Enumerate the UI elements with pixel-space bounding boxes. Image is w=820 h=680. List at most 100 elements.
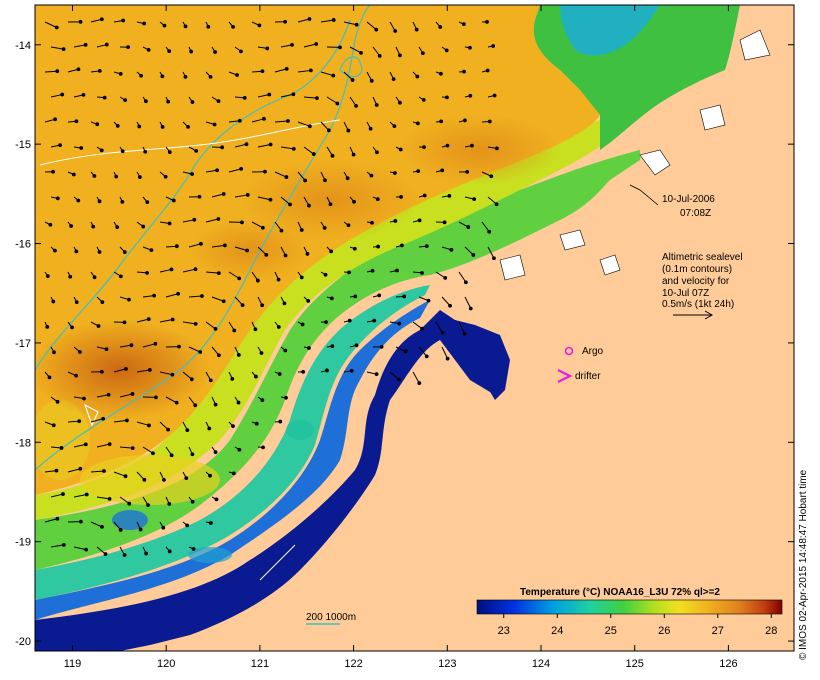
colorbar-title: Temperature (°C) NOAA16_L3U 72% ql>=2 xyxy=(520,587,720,598)
velocity-arrow-head xyxy=(121,18,126,23)
velocity-arrow-head xyxy=(51,299,56,304)
velocity-arrow-head xyxy=(51,169,55,174)
velocity-arrow-head xyxy=(420,270,424,275)
velocity-arrow-head xyxy=(237,276,242,281)
velocity-arrow-head xyxy=(487,119,492,124)
velocity-arrow-head xyxy=(213,450,218,455)
coastline xyxy=(499,29,771,281)
velocity-arrow-head xyxy=(468,45,472,50)
y-tick-label: -15 xyxy=(15,139,31,151)
velocity-arrow-head xyxy=(107,496,112,501)
velocity-arrow-head xyxy=(421,98,426,102)
velocity-arrow-head xyxy=(376,244,381,249)
velocity-arrow xyxy=(487,246,495,259)
velocity-arrow-head xyxy=(372,318,377,323)
velocity-arrow xyxy=(458,321,466,334)
velocity-arrow-head xyxy=(146,503,150,508)
velocity-arrow-head xyxy=(398,147,403,152)
velocity-arrow-head xyxy=(170,317,175,322)
velocity-arrow-head xyxy=(149,248,154,253)
velocity-arrow-head xyxy=(130,446,135,451)
velocity-arrow-head xyxy=(301,369,306,374)
velocity-arrow-head xyxy=(78,350,82,354)
velocity-arrow xyxy=(303,146,315,155)
y-tick-label: -17 xyxy=(15,338,31,350)
velocity-arrow xyxy=(182,219,195,223)
velocity-arrow-head xyxy=(330,153,335,158)
velocity-arrow-head xyxy=(92,275,97,280)
velocity-arrow xyxy=(297,69,311,73)
velocity-arrow-head xyxy=(494,202,499,207)
velocity-arrow-head xyxy=(307,124,312,129)
velocity-arrow-head xyxy=(393,171,397,175)
velocity-arrow-head xyxy=(255,278,260,283)
x-tick-label: 123 xyxy=(438,658,456,670)
velocity-arrow-head xyxy=(370,268,375,273)
velocity-arrow-head xyxy=(217,353,221,358)
velocity-arrow-head xyxy=(254,421,259,426)
velocity-arrow-head xyxy=(69,224,74,228)
velocity-arrow-head xyxy=(193,321,198,326)
velocity-arrow-head xyxy=(51,423,56,428)
velocity-arrow-head xyxy=(183,74,188,79)
velocity-arrow-head xyxy=(284,395,288,400)
velocity-arrow-head xyxy=(213,402,218,407)
timestamp-pointer xyxy=(629,184,659,206)
velocity-arrow-head xyxy=(191,547,196,551)
velocity-arrow-head xyxy=(137,124,142,129)
velocity-arrow-head xyxy=(396,377,401,382)
velocity-arrow-head xyxy=(92,174,97,178)
velocity-arrow-head xyxy=(338,45,342,50)
velocity-arrow-head xyxy=(267,92,272,97)
velocity-arrow xyxy=(303,96,317,99)
velocity-arrow-head xyxy=(415,74,420,79)
velocity-arrow-head xyxy=(368,126,373,131)
velocity-arrow-head xyxy=(163,174,168,179)
velocity-arrow xyxy=(320,19,334,23)
velocity-arrow-head xyxy=(328,202,333,207)
velocity-arrow-head xyxy=(142,21,147,26)
velocity-arrow-head xyxy=(198,350,203,354)
velocity-arrow xyxy=(44,70,58,73)
credit-stamp: © IMOS 02-Apr-2015 14:48:47 Hobart time xyxy=(798,469,809,660)
colorbar-tick-label: 27 xyxy=(712,625,724,637)
velocity-arrow xyxy=(113,419,127,423)
y-tick-label: -16 xyxy=(15,239,31,251)
velocity-arrow-head xyxy=(369,78,374,83)
velocity-arrow-head xyxy=(240,303,245,307)
velocity-arrow xyxy=(481,221,490,233)
velocity-arrow-head xyxy=(449,247,454,252)
velocity-arrow-head xyxy=(74,119,79,124)
velocity-arrow-head xyxy=(492,93,497,98)
velocity-arrow-head xyxy=(58,143,63,148)
velocity-arrow-head xyxy=(102,469,106,473)
velocity-arrow-head xyxy=(237,118,242,123)
velocity-arrow xyxy=(182,268,196,273)
velocity-arrow-head xyxy=(84,547,89,552)
velocity-arrow-head xyxy=(55,516,60,521)
velocity-arrow-head xyxy=(167,49,172,54)
y-axis: -14 -15 -16 -17 -18 -19 -20 xyxy=(15,40,794,648)
velocity-arrow-head xyxy=(55,196,60,201)
velocity-arrow-head xyxy=(146,48,151,52)
y-tick-label: -19 xyxy=(15,537,31,549)
velocity-arrow-head xyxy=(253,374,258,379)
velocity-arrow-head xyxy=(331,18,336,22)
velocity-arrow xyxy=(50,493,64,498)
velocity-arrow-head xyxy=(397,321,402,326)
colorbar-tick-label: 24 xyxy=(551,625,563,637)
velocity-arrow xyxy=(389,371,400,380)
velocity-arrow xyxy=(464,296,472,309)
velocity-arrow-head xyxy=(206,24,211,29)
velocity-arrow xyxy=(234,143,247,148)
velocity-arrow xyxy=(136,318,149,323)
velocity-arrow xyxy=(251,221,264,229)
velocity-arrow xyxy=(113,471,126,477)
velocity-arrow-head xyxy=(70,325,74,330)
velocity-arrow-head xyxy=(115,225,120,230)
velocity-arrow-head xyxy=(283,253,288,258)
velocity-arrow-head xyxy=(120,149,125,154)
velocity-arrow-head xyxy=(470,143,474,148)
velocity-arrow-head xyxy=(398,100,402,105)
